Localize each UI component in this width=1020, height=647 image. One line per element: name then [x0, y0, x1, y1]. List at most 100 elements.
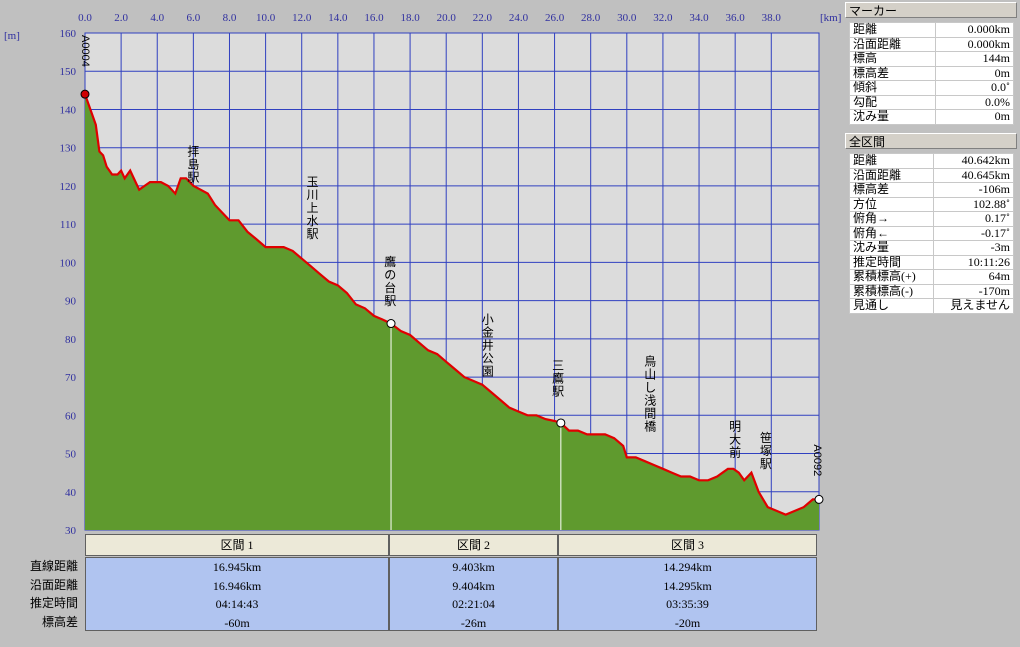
markers[interactable]: A0004 A0092 — [79, 35, 824, 504]
marker-info-label: 傾斜 — [848, 80, 937, 96]
segment-1-values: 16.945km 16.946km 04:14:43 -60m — [85, 557, 389, 631]
station-label: 鷹の台駅 — [384, 254, 396, 308]
all-section-info-row: 距離 40.642km — [849, 153, 1015, 169]
y-tick-label: 60 — [65, 410, 77, 422]
y-tick-label: 40 — [65, 487, 77, 499]
segment-3-estimated-time: 03:35:39 — [666, 597, 709, 611]
elevation-chart[interactable]: 0.0 2.0 4.0 6.0 8.0 10.0 12.0 14.0 16.0 18.0 20.0 2… — [0, 0, 845, 647]
x-tick-label: 8.0 — [223, 12, 237, 24]
all-section-info-label: 累積標高(-) — [849, 283, 934, 299]
station-label: 三鷹駅 — [552, 358, 564, 398]
x-tick-label: 14.0 — [328, 12, 348, 24]
route-point-marker — [556, 418, 566, 428]
row-label-straight-distance: 直線距離 — [29, 559, 78, 573]
marker-info-value: 0.000km — [935, 22, 1014, 38]
marker-info-label: 標高差 — [848, 65, 937, 81]
y-axis: 30 40 50 60 70 80 90 100 110 120 130 140 150 160 — [60, 28, 77, 537]
segment-1-estimated-time: 04:14:43 — [215, 597, 259, 611]
marker-info-value: 0.000km — [935, 36, 1014, 52]
all-section-info-table: 距離 40.642km 沿面距離 40.645km 標高差 -106m 方位 102.88˚ 俯… — [849, 153, 1015, 314]
segment-2-surface-distance: 9.404km — [452, 578, 495, 593]
all-section-panel-title: 全区間 — [845, 133, 1017, 149]
marker-info-row: 傾斜 0.0˚ — [848, 80, 1014, 96]
all-section-info-row: 累積標高(+) 64m — [849, 269, 1015, 285]
y-tick-label: 110 — [60, 219, 77, 231]
x-tick-label: 10.0 — [256, 12, 276, 24]
all-section-info-label: 俯角→ — [849, 211, 934, 227]
all-section-info-value: 10:11:26 — [932, 254, 1015, 270]
y-tick-label: 50 — [65, 449, 77, 461]
marker-info-value: 0m — [935, 109, 1014, 125]
station-label: 笹塚駅 — [760, 431, 772, 471]
all-section-info-value: 64m — [932, 269, 1015, 285]
marker-info-row: 沈み量 0m — [848, 109, 1014, 125]
segment-2-header[interactable]: 区間 2 — [389, 534, 558, 556]
all-section-info-value: -170m — [932, 283, 1015, 299]
all-section-info-value: 102.88˚ — [932, 196, 1015, 212]
segment-3-surface-distance: 14.295km — [663, 578, 712, 593]
marker-info-value: 144m — [935, 51, 1014, 67]
segment-3-header[interactable]: 区間 3 — [558, 534, 817, 556]
marker-info-value: 0.0˚ — [935, 80, 1014, 96]
station-label: 明大前 — [729, 420, 741, 460]
x-tick-label: 36.0 — [726, 12, 746, 24]
marker-info-row: 標高 144m — [848, 51, 1014, 67]
waypoint-drop-lines — [390, 323, 562, 530]
x-tick-label: 24.0 — [509, 12, 529, 24]
marker-panel-title: マーカー — [845, 2, 1017, 18]
all-section-info-value: 0.17˚ — [932, 211, 1015, 227]
marker-info-row: 沿面距離 0.000km — [848, 36, 1014, 52]
x-tick-label: 26.0 — [545, 12, 565, 24]
x-tick-label: 18.0 — [400, 12, 420, 24]
segment-1-header[interactable]: 区間 1 — [85, 534, 389, 556]
y-tick-label: 150 — [60, 66, 77, 78]
y-tick-label: 70 — [65, 372, 77, 384]
marker-info-label: 距離 — [848, 22, 937, 38]
y-tick-label: 30 — [65, 525, 77, 537]
x-tick-label: 38.0 — [762, 12, 782, 24]
all-section-info-row: 沈み量 -3m — [849, 240, 1015, 256]
segment-row-labels: 直線距離 沿面距離 推定時間 標高差 — [0, 557, 84, 631]
y-tick-label: 160 — [60, 28, 77, 40]
x-tick-label: 0.0 — [78, 12, 92, 24]
y-tick-label: 80 — [65, 334, 77, 346]
all-section-info-label: 沈み量 — [849, 240, 934, 256]
marker-info-row: 距離 0.000km — [848, 22, 1014, 38]
terrain-area — [85, 94, 819, 530]
marker-info-label: 沿面距離 — [848, 36, 937, 52]
all-section-info-row: 推定時間 10:11:26 — [849, 254, 1015, 270]
station-label: 鳥山し浅間橋 — [644, 354, 656, 434]
y-tick-label: 120 — [60, 181, 77, 193]
x-tick-label: 30.0 — [617, 12, 637, 24]
x-tick-label: 32.0 — [653, 12, 673, 24]
x-tick-label: 12.0 — [292, 12, 312, 24]
station-label: 玉川上水駅 — [307, 175, 319, 241]
x-tick-label: 22.0 — [473, 12, 493, 24]
row-label-elevation-diff: 標高差 — [41, 614, 78, 629]
y-unit-label: [m] — [4, 30, 20, 42]
y-tick-label: 90 — [65, 296, 77, 308]
marker-info-label: 勾配 — [848, 94, 937, 110]
marker-info-table: 距離 0.000km 沿面距離 0.000km 標高 144m 標高差 0m 傾斜 0.0˚ 勾配 0… — [848, 22, 1014, 125]
y-tick-label: 130 — [60, 143, 77, 155]
all-section-info-label: 累積標高(+) — [849, 269, 934, 285]
all-section-info-label: 方位 — [849, 196, 934, 212]
segment-3-values: 14.294km 14.295km 03:35:39 -20m — [558, 557, 817, 631]
row-label-estimated-time: 推定時間 — [29, 596, 78, 610]
all-section-info-label: 標高差 — [849, 182, 934, 198]
all-section-info-value: 見えません — [932, 298, 1015, 314]
marker-info-label: 沈み量 — [848, 109, 937, 125]
all-section-info-value: -106m — [932, 182, 1015, 198]
all-section-info-row: 標高差 -106m — [849, 182, 1015, 198]
all-section-info-value: -3m — [932, 240, 1015, 256]
all-section-info-value: 40.642km — [932, 153, 1015, 169]
y-tick-label: 140 — [60, 104, 77, 116]
all-section-info-row: 累積標高(-) -170m — [849, 283, 1015, 299]
route-line — [83, 93, 819, 516]
point-id-label: A0004 — [79, 35, 91, 67]
segment-1-elevation-diff: -60m — [224, 615, 250, 630]
marker-info-row: 勾配 0.0% — [848, 94, 1014, 110]
marker-info-value: 0m — [935, 65, 1014, 81]
x-tick-label: 16.0 — [364, 12, 384, 24]
route-point-marker — [814, 494, 824, 504]
